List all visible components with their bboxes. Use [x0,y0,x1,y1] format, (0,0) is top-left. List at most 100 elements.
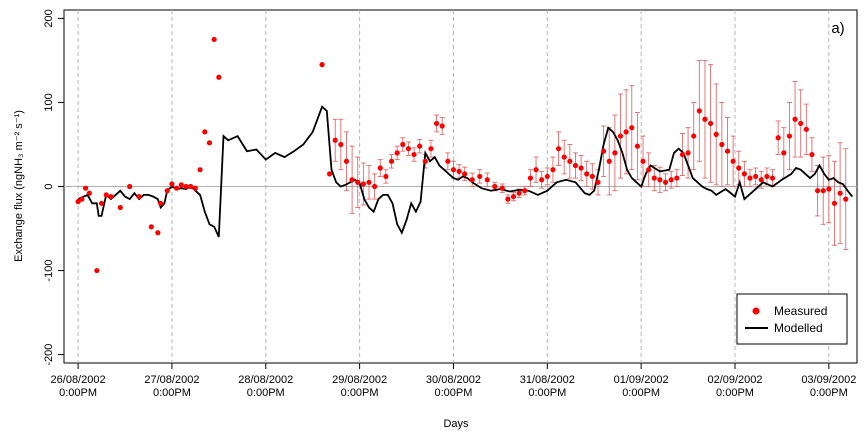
y-axis: -200 -100 0 100 200 [43,9,64,366]
measured-point-40 [400,141,406,148]
measured-point-19 [188,183,194,190]
x-tick-date-label-2: 28/08/2002 [238,374,293,386]
measured-point-13 [158,200,164,206]
y-tick-label-3: 100 [43,93,55,111]
measured-point-114 [826,186,832,192]
measured-point-92 [702,116,708,122]
measured-point-54 [484,177,490,183]
measured-point-43 [417,143,423,149]
measured-point-67 [561,154,567,160]
measured-point-66 [555,146,562,152]
measured-point-68 [567,158,573,164]
measured-point-89 [685,150,691,156]
x-tick-time-label-2: 0:00PM [247,387,285,399]
measured-point-95 [719,141,725,148]
y-tick-label-2: 0 [43,183,55,189]
measured-point-71 [584,171,590,177]
panel-label: a) [831,20,844,37]
measured-point-30 [343,158,350,164]
measured-point-64 [544,173,550,180]
measured-point-58 [510,193,517,200]
measured-point-3 [86,190,92,196]
measured-point-109 [798,120,804,127]
y-axis-title: Exchange flux (ngNH₃ m⁻² s⁻¹) [13,110,25,262]
measured-point-87 [674,175,680,181]
measured-point-0 [75,199,81,205]
measured-point-45 [428,146,434,152]
measured-point-6 [103,192,109,198]
x-tick-time-label-0: 0:00PM [59,387,97,399]
x-tick-time-label-8: 0:00PM [810,387,848,399]
measured-point-73 [595,179,601,185]
x-axis: 26/08/20020:00PM27/08/20020:00PM28/08/20… [51,363,856,399]
measured-point-117 [843,196,849,202]
measured-point-98 [736,165,742,171]
measured-point-55 [492,183,498,190]
measured-point-79 [629,125,635,131]
measured-series-points [75,36,849,274]
measured-point-41 [405,146,412,152]
legend-modelled-label: Modelled [774,321,823,335]
x-tick-date-label-6: 01/09/2002 [614,374,669,386]
measured-point-47 [439,123,445,129]
measured-point-44 [422,158,428,164]
measured-point-116 [837,190,843,196]
y-tick-label-1: -100 [43,260,55,282]
measured-point-48 [445,158,451,164]
measured-point-101 [753,173,759,180]
measured-point-75 [606,158,612,164]
y-tick-label-0: -200 [43,344,55,366]
x-tick-date-label-4: 30/08/2002 [426,374,481,386]
measured-point-15 [169,181,175,187]
x-tick-date-label-1: 27/08/2002 [144,374,199,386]
measured-point-85 [662,179,669,185]
measured-point-21 [197,167,203,173]
x-tick-date-label-3: 29/08/2002 [332,374,387,386]
measured-point-88 [679,151,686,158]
measured-point-25 [216,74,222,80]
measured-point-31 [349,177,355,183]
measured-point-12 [155,230,161,236]
measured-point-1 [79,196,85,202]
measured-point-99 [741,171,747,177]
x-tick-time-label-7: 0:00PM [716,387,754,399]
measured-point-76 [612,150,618,156]
measured-point-90 [691,133,697,139]
measured-point-34 [366,179,372,185]
measured-point-80 [634,143,641,149]
x-tick-time-label-5: 0:00PM [528,387,566,399]
measured-point-50 [456,168,462,174]
measured-point-32 [355,179,361,185]
x-tick-date-label-5: 31/08/2002 [520,374,575,386]
measured-point-16 [174,185,180,191]
measured-point-77 [617,133,624,139]
measured-point-81 [640,158,646,164]
x-tick-date-label-7: 02/09/2002 [707,374,762,386]
y-tick-label-4: 200 [43,9,55,27]
measured-point-26 [319,62,325,68]
measured-point-113 [820,188,826,194]
measured-point-57 [505,196,511,202]
legend-measured-label: Measured [774,304,827,318]
measured-point-14 [164,188,170,194]
measured-point-97 [730,158,736,164]
measured-point-35 [372,183,378,190]
measured-point-100 [747,175,753,181]
measured-point-107 [786,133,793,139]
measured-point-10 [136,193,142,200]
measured-point-56 [499,185,505,191]
measured-point-28 [332,137,338,143]
measured-point-36 [377,165,383,171]
measured-point-83 [651,175,657,181]
measured-point-69 [572,162,579,169]
measured-point-111 [809,151,815,158]
measured-point-59 [516,190,522,196]
x-tick-time-label-1: 0:00PM [153,387,191,399]
measured-point-18 [183,183,189,190]
measured-point-29 [338,141,344,148]
measured-point-53 [477,173,483,180]
measured-point-105 [775,135,781,141]
measured-point-102 [758,177,764,183]
measured-point-38 [388,158,395,164]
measured-point-84 [657,177,663,183]
